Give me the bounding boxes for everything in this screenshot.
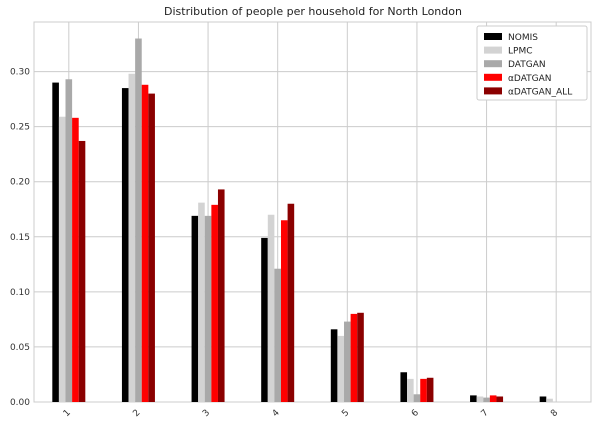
bar — [66, 79, 73, 402]
bar — [205, 216, 212, 402]
chart-title: Distribution of people per household for… — [164, 5, 462, 18]
legend-swatch — [484, 47, 502, 54]
legend-swatch — [484, 74, 502, 81]
legend-swatch — [484, 87, 502, 94]
bar — [351, 314, 358, 402]
legend-swatch — [484, 33, 502, 40]
legend-label: DATGAN — [508, 60, 546, 70]
y-tick-label: 0.10 — [10, 288, 30, 298]
bar — [198, 203, 205, 402]
bar — [357, 313, 364, 402]
y-tick-label: 0.25 — [10, 123, 30, 133]
bar — [414, 394, 421, 402]
bar — [496, 396, 503, 402]
bar — [268, 215, 275, 402]
bar — [427, 378, 434, 402]
bar — [546, 399, 553, 402]
legend-label: αDATGAN_ALL — [508, 87, 572, 97]
bar — [490, 395, 497, 402]
bar — [483, 398, 490, 402]
bar — [142, 85, 149, 402]
bar — [72, 118, 79, 402]
y-tick-label: 0.20 — [10, 178, 30, 188]
bar — [477, 396, 484, 402]
y-tick-label: 0.30 — [10, 68, 30, 78]
bar — [261, 238, 268, 402]
y-tick-label: 0.05 — [10, 343, 30, 353]
bar — [79, 141, 86, 402]
bar — [148, 94, 155, 402]
bar — [337, 336, 344, 402]
bar — [420, 379, 427, 402]
bar — [211, 205, 218, 402]
y-tick-label: 0.15 — [10, 233, 30, 243]
legend-label: αDATGAN — [508, 74, 552, 84]
bar — [470, 395, 477, 402]
bar — [192, 216, 199, 402]
bar — [135, 39, 142, 402]
bar — [344, 322, 351, 402]
legend-label: LPMC — [508, 47, 533, 57]
bar — [52, 83, 59, 402]
legend-swatch — [484, 60, 502, 67]
bar — [59, 117, 66, 402]
y-tick-label: 0.00 — [10, 398, 30, 408]
bar — [129, 74, 136, 402]
bar — [400, 372, 407, 402]
bar — [288, 204, 295, 402]
bar — [331, 329, 338, 402]
bar — [218, 189, 225, 402]
bar — [540, 396, 547, 402]
bar — [122, 88, 129, 402]
bar — [274, 269, 281, 402]
legend: NOMIS LPMC DATGAN αDATGAN αDATGAN_ALL — [477, 26, 587, 100]
bar — [281, 220, 288, 402]
legend-label: NOMIS — [508, 33, 538, 43]
bar — [407, 379, 414, 402]
